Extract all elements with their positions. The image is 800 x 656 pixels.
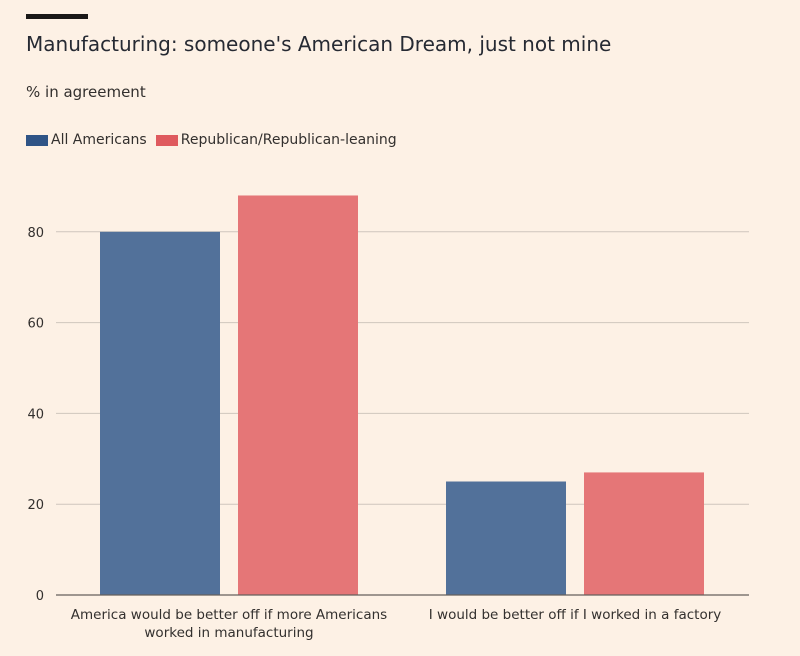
x-category-label-1-line-1: America would be better off if more Amer… [71,607,387,623]
bar-republican-cat-2 [584,472,704,595]
legend-swatch-all-americans [26,134,48,146]
x-category-label-1-line-2: worked in manufacturing [144,625,313,641]
legend-item-republican: Republican/Republican-leaning [155,132,397,148]
legend: All Americans Republican/Republican-lean… [26,132,406,148]
chart-title: Manufacturing: someone's American Dream,… [26,32,612,56]
legend-item-all-americans: All Americans [26,132,147,148]
x-category-label-1: America would be better off if more Amer… [71,607,387,641]
bar-republican-cat-1 [238,195,358,596]
bar-all-americans-cat-2 [446,481,566,595]
legend-swatch-republican [155,134,178,146]
x-category-label-2: I would be better off if I worked in a f… [429,607,722,623]
legend-label-republican: Republican/Republican-leaning [180,132,397,148]
y-tick-label-20: 20 [27,498,44,513]
y-tick-label-80: 80 [27,226,44,241]
y-tick-label-0: 0 [36,589,44,604]
y-tick-label-40: 40 [27,407,44,422]
y-tick-label-60: 60 [27,317,44,332]
bar-all-americans-cat-1 [100,231,220,596]
title-accent-bar [26,14,88,19]
x-category-label-2-line-1: I would be better off if I worked in a f… [429,607,722,623]
chart-subtitle: % in agreement [26,83,146,101]
legend-label-all-americans: All Americans [51,132,147,148]
